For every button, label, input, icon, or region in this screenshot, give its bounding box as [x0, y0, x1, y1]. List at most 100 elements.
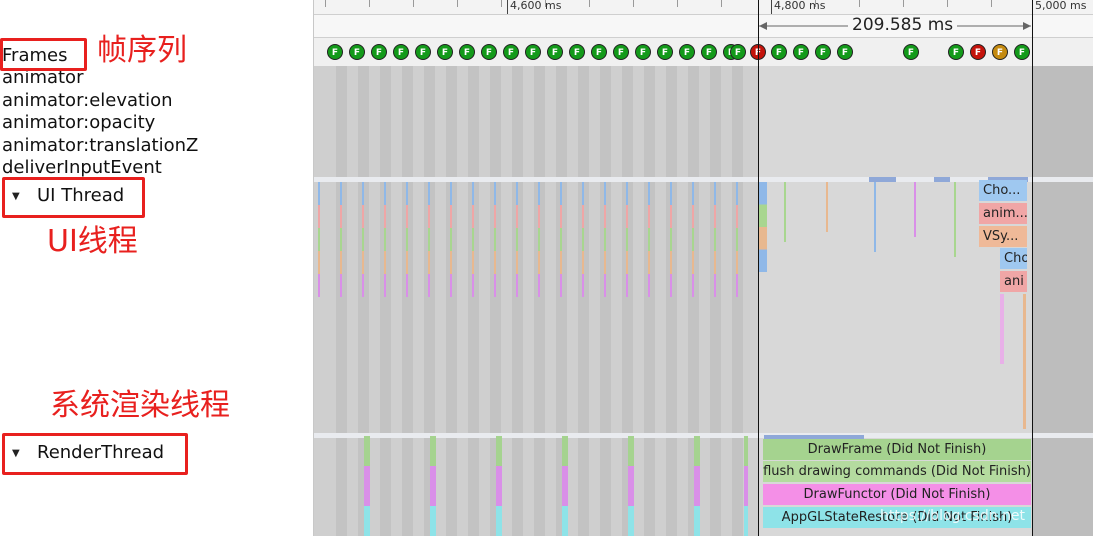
ui-slice[interactable]	[874, 182, 876, 252]
ui-slice-stack[interactable]	[318, 182, 320, 297]
selection-end-line[interactable]	[1032, 0, 1033, 536]
ui-slice-animation[interactable]: anim...	[979, 203, 1027, 224]
ui-slice-stack[interactable]	[759, 182, 767, 272]
ui-slice-stack[interactable]	[648, 182, 650, 297]
render-slice-stack[interactable]	[496, 436, 502, 536]
track-animator-opacity[interactable]: animator:opacity	[2, 112, 156, 133]
track-deliver-input-event[interactable]: deliverInputEvent	[2, 157, 162, 178]
selection-measure-bar: 209.585 ms	[314, 15, 1093, 38]
ui-slice[interactable]	[826, 182, 828, 232]
ui-slice-stack[interactable]	[406, 182, 408, 297]
ui-slice-stack[interactable]	[384, 182, 386, 297]
frame-marker[interactable]: F	[701, 44, 717, 60]
ui-slice-stack[interactable]	[626, 182, 628, 297]
timeline-panel[interactable]: 4,600 ms 4,800 ms 5,000 ms 209.585 ms F …	[314, 0, 1093, 536]
ui-slice[interactable]	[784, 182, 786, 242]
ruler-tick	[859, 0, 860, 7]
ruler-tick	[815, 0, 816, 7]
frame-marker[interactable]: F	[1014, 44, 1030, 60]
vsync-stripe	[732, 66, 743, 536]
frame-marker[interactable]: F	[635, 44, 651, 60]
frame-marker[interactable]: F	[613, 44, 629, 60]
frame-marker[interactable]: F	[837, 44, 853, 60]
selection-start-line[interactable]	[758, 0, 759, 536]
vsync-stripe	[534, 66, 545, 536]
track-ui-thread[interactable]: UI Thread	[37, 185, 125, 206]
ui-slice[interactable]	[954, 182, 956, 257]
frame-marker[interactable]: F	[730, 44, 746, 60]
frame-marker[interactable]: F	[481, 44, 497, 60]
render-slice-drawframe[interactable]: DrawFrame (Did Not Finish)	[763, 439, 1031, 460]
ui-slice-stack[interactable]	[472, 182, 474, 297]
ui-slice-stack[interactable]	[340, 182, 342, 297]
ui-slice-stack[interactable]	[582, 182, 584, 297]
frame-marker[interactable]: F	[903, 44, 919, 60]
ui-slice-vsync[interactable]: VSy...	[979, 226, 1027, 247]
highlight-box-render-thread	[2, 433, 188, 475]
ui-slice-stack[interactable]	[362, 182, 364, 297]
frame-marker[interactable]: F	[327, 44, 343, 60]
frame-marker[interactable]: F	[815, 44, 831, 60]
highlight-box-ui-thread	[2, 177, 145, 218]
ui-slice-stack[interactable]	[450, 182, 452, 297]
ui-slice-stack[interactable]	[604, 182, 606, 297]
frame-marker-janky[interactable]: F	[970, 44, 986, 60]
ui-slice-stack[interactable]	[538, 182, 540, 297]
ui-slice[interactable]	[1023, 294, 1026, 429]
render-slice-stack[interactable]	[694, 436, 700, 536]
vsync-stripe	[402, 66, 413, 536]
frame-marker[interactable]: F	[793, 44, 809, 60]
frame-marker[interactable]: F	[349, 44, 365, 60]
track-animator-elevation[interactable]: animator:elevation	[2, 90, 173, 111]
ui-slice-stack[interactable]	[428, 182, 430, 297]
ui-slice-stack[interactable]	[714, 182, 716, 297]
render-slice-flush-drawing-commands[interactable]: flush drawing commands (Did Not Finish)	[763, 461, 1031, 482]
frame-marker[interactable]: F	[525, 44, 541, 60]
track-animator-translationz[interactable]: animator:translationZ	[2, 135, 199, 156]
frame-marker[interactable]: F	[547, 44, 563, 60]
vsync-stripe	[556, 66, 567, 536]
frame-marker[interactable]: F	[591, 44, 607, 60]
render-slice-appglstaterestore[interactable]: AppGLStateRestore (Did Not Finish)	[763, 507, 1031, 528]
render-slice-stack[interactable]	[562, 436, 568, 536]
track-frames[interactable]: Frames	[2, 45, 68, 66]
time-ruler[interactable]: 4,600 ms 4,800 ms 5,000 ms	[314, 0, 1093, 15]
ui-slice-choreographer[interactable]: Cho...	[979, 180, 1027, 201]
ui-slice-animation[interactable]: ani	[1000, 271, 1027, 292]
frame-marker[interactable]: F	[948, 44, 964, 60]
ui-slice-stack[interactable]	[736, 182, 738, 297]
frame-marker-warning[interactable]: F	[992, 44, 1008, 60]
render-slice-drawfunctor[interactable]: DrawFunctor (Did Not Finish)	[763, 484, 1031, 505]
render-slice-stack[interactable]	[430, 436, 436, 536]
ui-slice-stack[interactable]	[560, 182, 562, 297]
ruler-label: 5,000 ms	[1035, 0, 1087, 12]
collapse-triangle-icon[interactable]: ▼	[12, 448, 20, 459]
ruler-tick	[947, 0, 948, 7]
track-animator[interactable]: animator	[2, 67, 84, 88]
frame-marker[interactable]: F	[503, 44, 519, 60]
ui-slice[interactable]	[1000, 294, 1004, 364]
ruler-tick	[721, 0, 722, 7]
frame-marker[interactable]: F	[437, 44, 453, 60]
ui-slice[interactable]	[914, 182, 916, 237]
ui-slice-stack[interactable]	[516, 182, 518, 297]
track-render-thread[interactable]: RenderThread	[37, 442, 165, 463]
frame-marker[interactable]: F	[679, 44, 695, 60]
ui-slice-stack[interactable]	[670, 182, 672, 297]
ruler-label: 4,800 ms	[774, 0, 826, 12]
vsync-stripe	[380, 66, 391, 536]
render-slice-stack[interactable]	[628, 436, 634, 536]
collapse-triangle-icon[interactable]: ▼	[12, 191, 20, 202]
frame-marker[interactable]: F	[657, 44, 673, 60]
frame-marker[interactable]: F	[415, 44, 431, 60]
frame-marker[interactable]: F	[371, 44, 387, 60]
ui-slice-choreographer[interactable]: Cho	[1000, 248, 1027, 269]
frame-marker[interactable]: F	[771, 44, 787, 60]
render-slice-stack[interactable]	[744, 436, 748, 536]
frame-marker[interactable]: F	[393, 44, 409, 60]
frame-marker[interactable]: F	[459, 44, 475, 60]
ui-slice-stack[interactable]	[692, 182, 694, 297]
ui-slice-stack[interactable]	[494, 182, 496, 297]
frame-marker[interactable]: F	[569, 44, 585, 60]
render-slice-stack[interactable]	[364, 436, 370, 536]
